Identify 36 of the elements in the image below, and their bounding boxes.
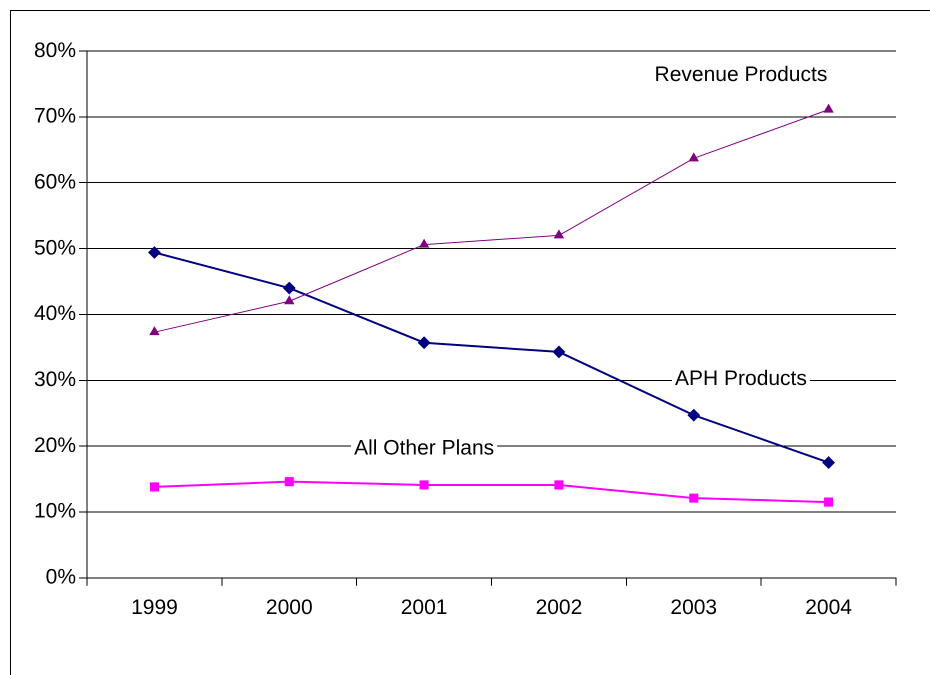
- point: [150, 326, 160, 336]
- point: [420, 480, 429, 490]
- series-label: Revenue Products: [654, 63, 828, 86]
- point: [688, 409, 700, 422]
- y-tick-label: 80%: [34, 38, 76, 62]
- x-tick-label: 2003: [670, 596, 718, 620]
- point: [148, 246, 160, 258]
- point: [552, 346, 565, 358]
- x-tick-label: 2002: [536, 596, 582, 620]
- point: [283, 282, 296, 294]
- point: [689, 494, 698, 503]
- x-tick-label: 1999: [131, 596, 178, 620]
- x-tick-label: 2004: [805, 596, 852, 620]
- point: [150, 482, 159, 492]
- y-tick-label: 60%: [34, 170, 76, 194]
- y-tick-label: 30%: [34, 368, 76, 392]
- point: [822, 456, 835, 469]
- point: [284, 296, 294, 304]
- y-tick-label: 70%: [34, 104, 76, 128]
- point: [418, 336, 430, 349]
- point: [554, 480, 564, 490]
- series-label: All Other Plans: [354, 436, 494, 460]
- point: [824, 498, 834, 507]
- point: [419, 239, 429, 248]
- y-tick-label: 50%: [34, 236, 76, 260]
- y-tick-label: 40%: [34, 302, 76, 326]
- x-tick-label: 2001: [400, 596, 448, 620]
- x-tick-label: 2000: [266, 596, 313, 620]
- point: [554, 230, 564, 238]
- y-tick-label: 0%: [46, 566, 76, 589]
- point: [284, 477, 294, 486]
- series-label: APH Products: [675, 366, 807, 390]
- y-tick-label: 20%: [34, 434, 76, 457]
- y-tick-label: 10%: [34, 500, 76, 523]
- point: [824, 104, 834, 113]
- point: [688, 152, 699, 162]
